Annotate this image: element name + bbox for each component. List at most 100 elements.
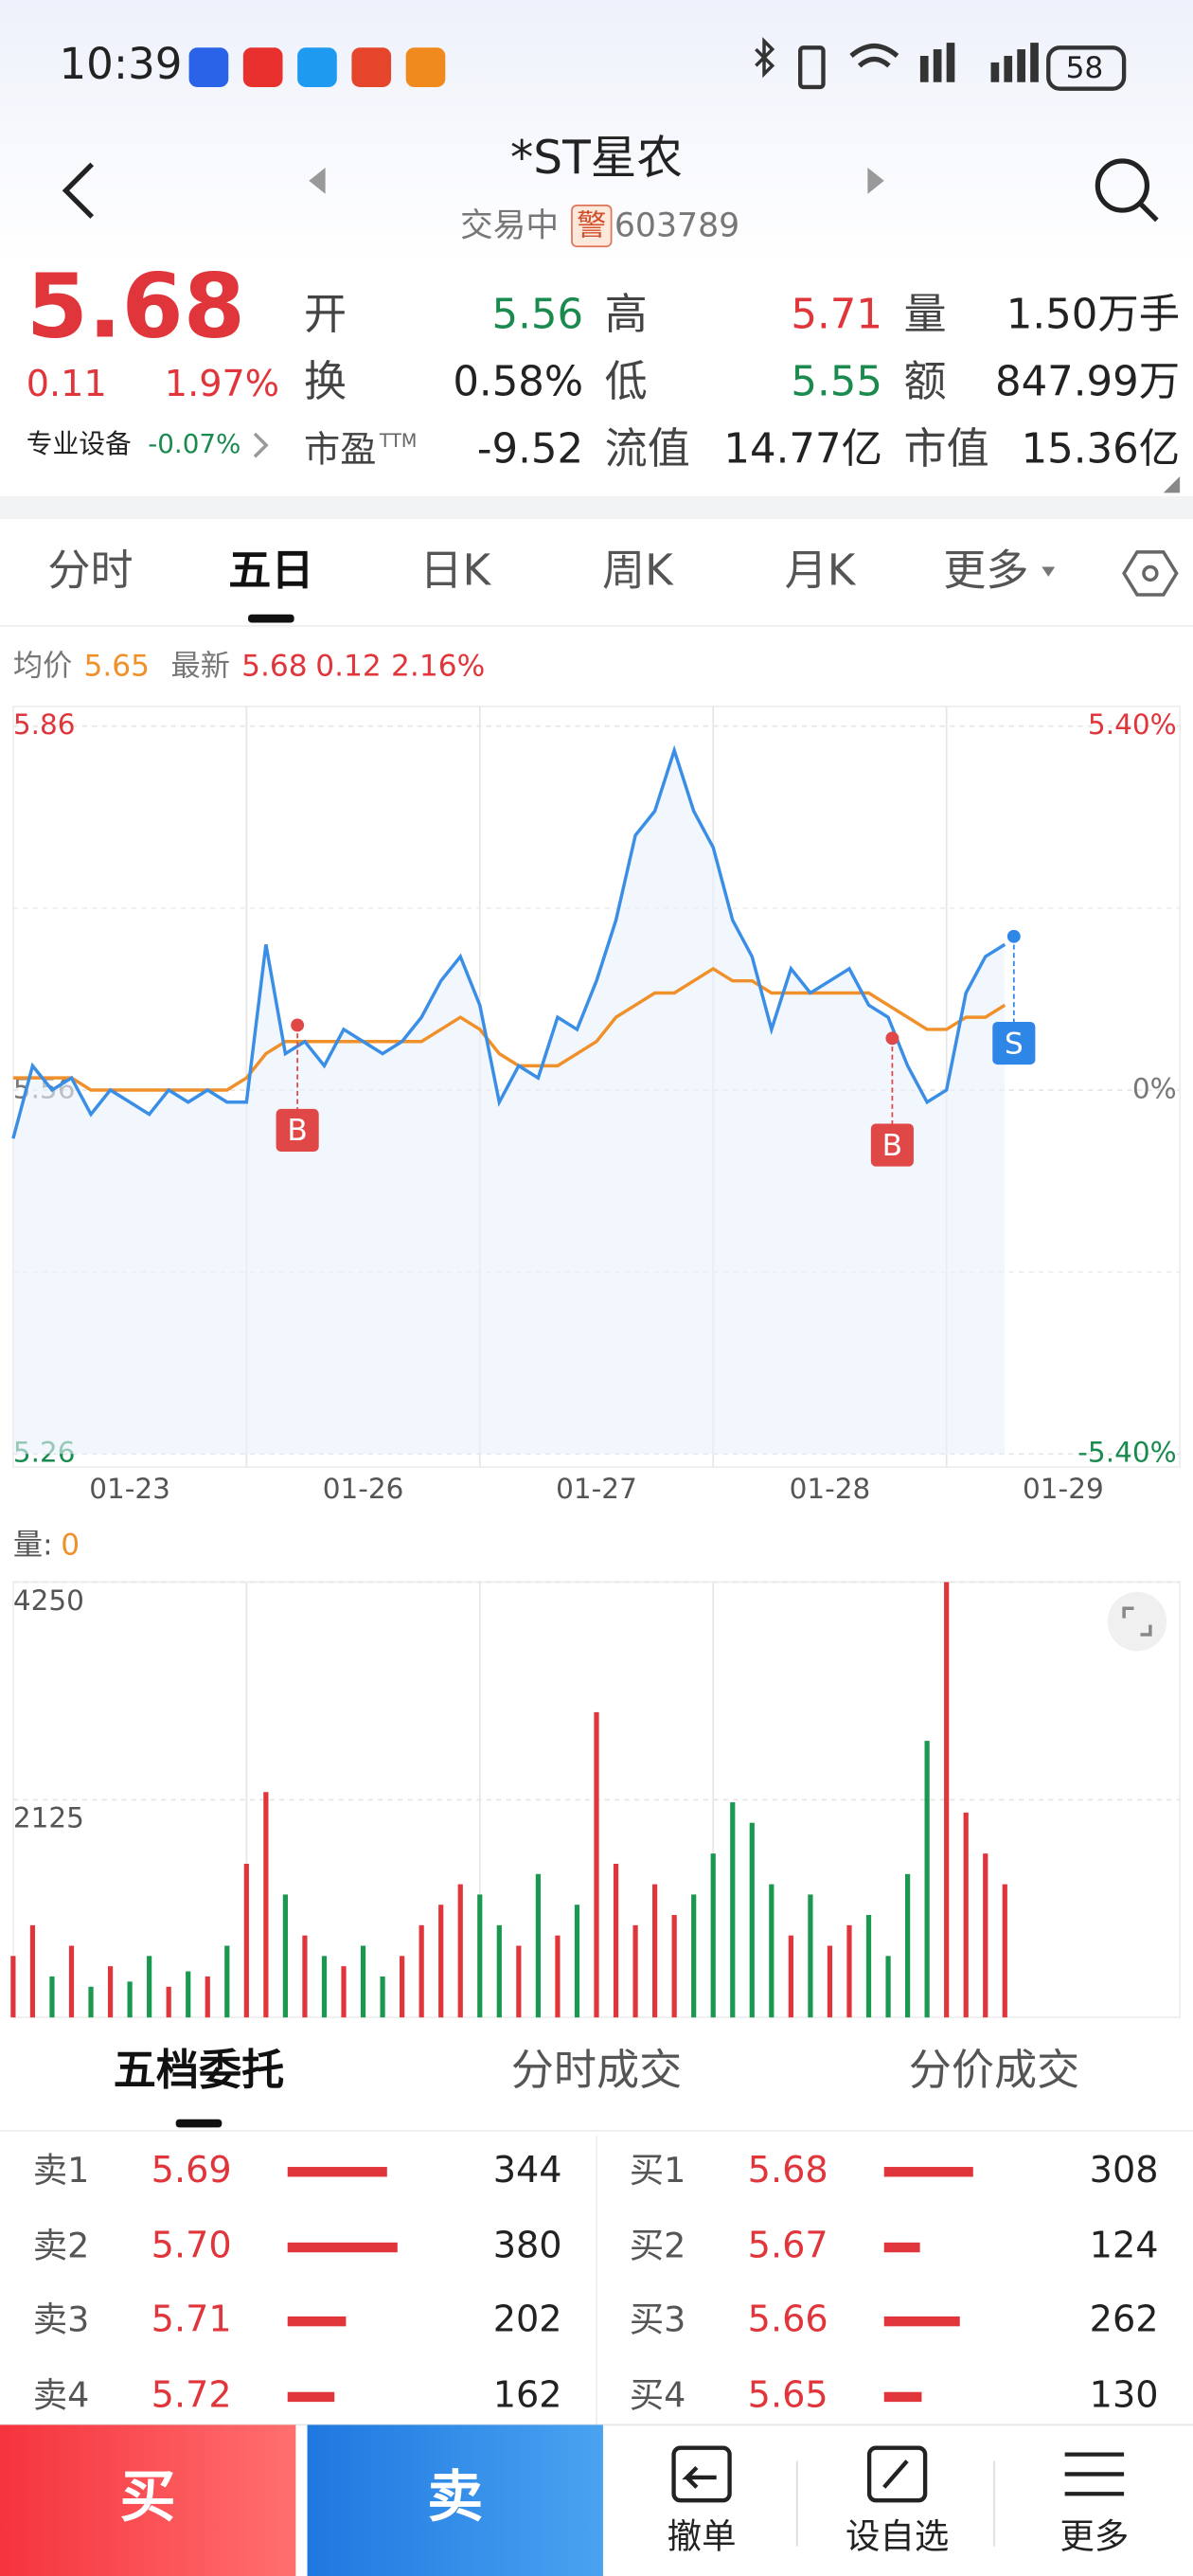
next-stock[interactable]	[867, 167, 884, 194]
back-button[interactable]	[62, 162, 95, 219]
book-level: 买4	[630, 2374, 686, 2415]
x-tick-label: 01-28	[790, 1473, 871, 1505]
x-tick-label: 01-26	[323, 1473, 404, 1505]
volume-bar	[769, 1884, 775, 2018]
book-level: 卖4	[33, 2374, 90, 2415]
book-level: 买1	[630, 2150, 686, 2191]
volume-bar	[49, 1976, 55, 2018]
book-qty-bar	[883, 2242, 920, 2253]
field-value: 1.50万手	[1006, 291, 1180, 338]
legend-last: 5.68	[241, 649, 308, 683]
volume-bar	[574, 1905, 580, 2018]
action-label[interactable]: 更多	[1059, 2516, 1129, 2557]
book-price: 5.72	[151, 2374, 232, 2416]
legend-avg-label: 均价	[13, 649, 72, 683]
status-time: 10:39	[59, 39, 182, 89]
x-tick-label: 01-27	[556, 1473, 637, 1505]
chart-tab[interactable]: 日K	[419, 545, 491, 595]
field-value: 5.55	[791, 358, 882, 405]
cancel-icon[interactable]	[671, 2445, 732, 2503]
volume-bar	[535, 1873, 541, 2018]
book-qty-bar	[287, 2391, 335, 2403]
more-icon[interactable]	[1064, 2452, 1125, 2496]
book-price: 5.65	[748, 2374, 828, 2416]
book-qty: 380	[493, 2226, 562, 2267]
chart-tab[interactable]: 更多	[943, 545, 1028, 595]
action-label[interactable]: 设自选	[846, 2516, 949, 2557]
sell-label: 卖	[427, 2463, 483, 2529]
legend-avg: 5.65	[84, 649, 151, 683]
search-button[interactable]	[1095, 158, 1159, 223]
prev-stock[interactable]	[309, 167, 326, 194]
sell-button[interactable]	[307, 2424, 603, 2576]
y2-tick-label: 5.40%	[1088, 708, 1177, 741]
volume-bar	[380, 1976, 385, 2018]
chart-tab[interactable]: 月K	[785, 545, 857, 595]
book-qty: 162	[493, 2374, 562, 2416]
volume-bar	[107, 1966, 114, 2018]
book-qty-bar	[883, 2167, 973, 2177]
chart-tab[interactable]: 分时	[47, 545, 133, 595]
book-qty: 202	[493, 2299, 562, 2341]
field-label: 市值	[904, 423, 989, 474]
chart-tab[interactable]: 五日	[228, 545, 313, 595]
buy-button[interactable]	[0, 2424, 296, 2576]
active-tab-indicator	[248, 614, 294, 623]
book-qty: 124	[1090, 2226, 1159, 2267]
trade-marker-box	[276, 1108, 319, 1153]
field-label: 高	[605, 289, 648, 339]
legend-last-label: 最新	[170, 649, 229, 683]
volume-bar	[944, 1582, 950, 2018]
legend-change: 0.12	[315, 649, 382, 683]
volume-bar	[865, 1915, 872, 2018]
book-price: 5.69	[151, 2150, 232, 2191]
battery-level: 58	[1066, 51, 1104, 85]
volume-bar	[88, 1986, 94, 2018]
field-value: 5.56	[492, 291, 584, 338]
volume-bar	[710, 1853, 716, 2018]
field-value: -9.52	[477, 426, 583, 474]
book-qty-bar	[883, 2316, 960, 2327]
book-price: 5.66	[748, 2299, 828, 2341]
volume-bar	[1002, 1884, 1007, 2018]
watchlist-icon[interactable]	[866, 2445, 928, 2503]
settings-icon[interactable]	[1122, 550, 1179, 597]
book-tab[interactable]: 分时成交	[511, 2045, 682, 2095]
field-label: 换	[304, 356, 347, 406]
chart-tab[interactable]: 周K	[602, 545, 674, 595]
avg-line	[12, 966, 1006, 1092]
volume-bar	[808, 1894, 813, 2018]
warn-badge-bg	[571, 204, 613, 248]
action-label[interactable]: 撤单	[668, 2516, 737, 2557]
book-qty-bar	[287, 2316, 347, 2327]
volume-bar	[302, 1935, 308, 2018]
expand-corner[interactable]	[1163, 476, 1181, 493]
sector-arrow[interactable]	[253, 432, 269, 458]
field-label: 低	[605, 356, 648, 406]
field-value: 0.58%	[453, 358, 583, 405]
volume-bar	[68, 1945, 75, 2018]
fullscreen-button[interactable]	[1107, 1591, 1167, 1652]
y2-tick-label: -5.40%	[1077, 1437, 1176, 1469]
field-label: 量	[904, 289, 947, 339]
trade-marker-dot	[885, 1031, 899, 1046]
book-tab[interactable]: 分价成交	[909, 2045, 1079, 2095]
trade-marker-label: B	[287, 1114, 307, 1148]
field-label: 额	[904, 356, 947, 406]
volume-bar	[341, 1966, 347, 2018]
volume-bar	[555, 1935, 561, 2018]
dropdown-arrow	[1042, 566, 1056, 577]
volume-bar	[827, 1945, 833, 2018]
field-label: 流值	[605, 423, 690, 474]
y-tick-label: 2125	[13, 1802, 84, 1834]
trade-marker-box	[870, 1123, 914, 1167]
volume-bar	[263, 1792, 269, 2018]
plot-frame	[12, 706, 1181, 1468]
book-tab[interactable]: 五档委托	[114, 2045, 284, 2095]
x-tick-label: 01-29	[1023, 1473, 1104, 1505]
book-price: 5.70	[151, 2226, 232, 2267]
volume-current: 0	[61, 1528, 80, 1562]
volume-bar	[963, 1812, 969, 2018]
stock-code: 603789	[614, 206, 739, 244]
